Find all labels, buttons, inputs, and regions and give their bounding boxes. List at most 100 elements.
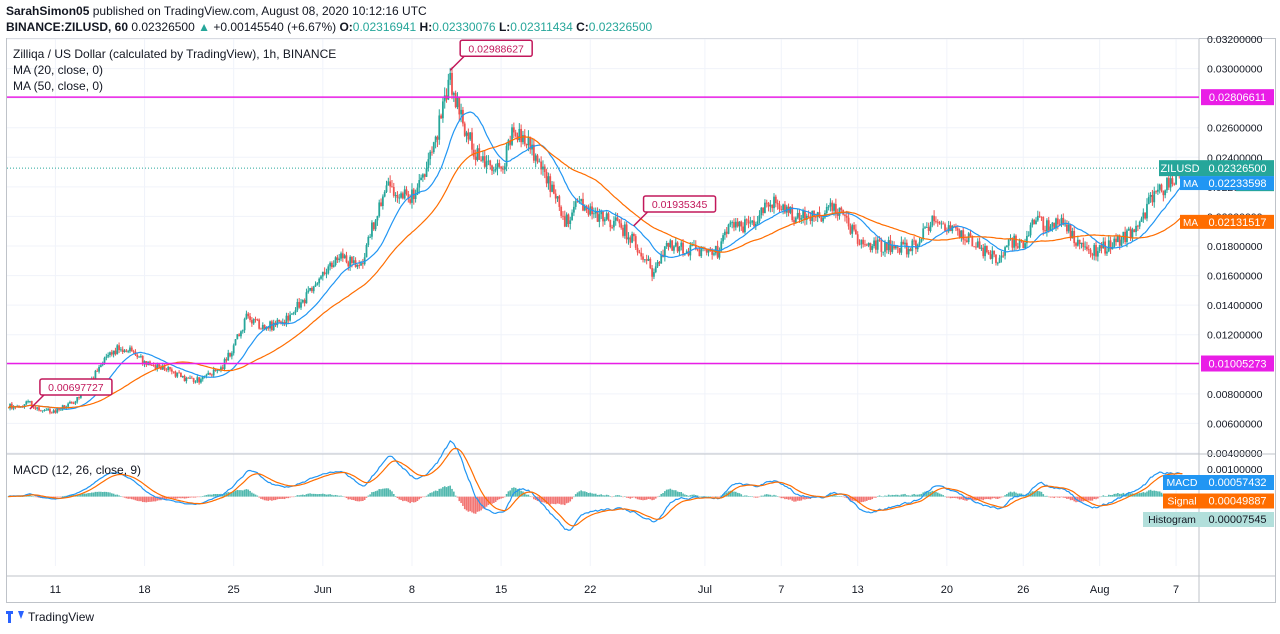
candle-body: [472, 149, 475, 157]
candle-body: [685, 251, 688, 254]
candle-body: [49, 408, 51, 413]
candle-body: [796, 212, 799, 218]
macd-legend[interactable]: MACD (12, 26, close, 9): [13, 463, 142, 477]
candle-body: [673, 246, 675, 251]
candle-body: [381, 196, 384, 207]
candle-body: [321, 271, 324, 277]
histogram-bar: [291, 496, 293, 498]
histogram-bar: [209, 494, 211, 497]
candle-body: [360, 263, 362, 266]
histogram-bar: [394, 496, 397, 497]
candle-body: [449, 72, 452, 80]
histogram-bar: [94, 491, 97, 497]
histogram-bar: [780, 496, 783, 499]
histogram-bar: [505, 493, 508, 497]
candle-body: [1020, 240, 1023, 242]
candle-body: [136, 354, 139, 358]
candle-body: [36, 407, 39, 409]
candle-body: [1093, 245, 1096, 256]
histogram-bar: [456, 496, 459, 498]
candle-body: [447, 79, 450, 100]
y-tick-label: 0.01800000: [1207, 241, 1263, 253]
histogram-bar: [378, 489, 381, 497]
candle-body: [392, 187, 395, 196]
ma-tag-name: MA: [1183, 179, 1198, 190]
histogram-bar: [141, 496, 144, 503]
histogram-bar: [454, 495, 457, 497]
histogram-bar: [636, 496, 639, 500]
histogram-bar: [860, 496, 863, 503]
histogram-bar: [1006, 494, 1008, 497]
candle-body: [1055, 218, 1057, 229]
histogram-bar: [52, 496, 55, 498]
candle-body: [154, 365, 157, 369]
histogram-bar: [1098, 496, 1101, 498]
candle-body: [52, 410, 55, 413]
histogram-bar: [584, 491, 586, 497]
histogram-bar: [449, 485, 451, 497]
candle-body: [236, 334, 239, 340]
histogram-bar: [1073, 496, 1075, 502]
histogram-bar: [143, 496, 146, 503]
candle-body: [973, 246, 976, 248]
candle-body: [1025, 236, 1028, 244]
histogram-bar: [189, 496, 191, 498]
histogram-bar: [27, 495, 29, 497]
histogram-bar: [907, 495, 910, 497]
histogram-bar: [971, 496, 974, 501]
candle-body: [47, 408, 50, 410]
histogram-bar: [598, 494, 601, 497]
candle-body: [1118, 235, 1121, 246]
histogram-bar: [1097, 496, 1099, 499]
candle-body: [643, 259, 646, 261]
candle-body: [776, 203, 779, 205]
histogram-bar: [120, 496, 122, 497]
ma-value-tag: [1201, 176, 1274, 191]
candle-body: [722, 235, 724, 242]
histogram-bar: [560, 496, 562, 505]
candle-body: [718, 250, 721, 258]
candle-body: [933, 215, 936, 222]
candle-body: [740, 221, 743, 227]
candle-body: [531, 144, 533, 150]
y-tick-label: 0.01600000: [1207, 271, 1263, 283]
histogram-bar: [638, 496, 641, 500]
histogram-bar: [616, 495, 619, 497]
ma50-legend[interactable]: MA (50, close, 0): [13, 79, 104, 93]
candle-body: [356, 265, 359, 267]
candle-body: [394, 195, 397, 196]
candle-body: [43, 409, 46, 411]
histogram-bar: [742, 495, 744, 497]
histogram-bar: [465, 496, 468, 511]
author-name[interactable]: SarahSimon05: [6, 4, 90, 18]
candle-body: [909, 248, 912, 252]
candle-body: [613, 220, 615, 228]
histogram-bar: [433, 491, 435, 497]
candle-body: [729, 222, 732, 225]
histogram-bar: [1126, 493, 1128, 497]
histogram-bar: [132, 496, 135, 500]
candle-body: [638, 252, 641, 254]
candle-body: [851, 225, 854, 234]
brand-name[interactable]: TradingView: [28, 610, 95, 624]
histogram-bar: [1018, 493, 1021, 497]
candle-body: [1126, 230, 1128, 243]
histogram-bar: [1144, 492, 1146, 497]
ma20-legend[interactable]: MA (20, close, 0): [13, 63, 104, 77]
candle-body: [160, 366, 162, 370]
candle-body: [965, 240, 968, 243]
histogram-bar: [916, 494, 919, 497]
candle-body: [1084, 246, 1087, 248]
candle-body: [411, 189, 413, 203]
histogram-bar: [269, 496, 271, 501]
candle-body: [443, 95, 446, 102]
candle-body: [440, 115, 442, 119]
histogram-bar: [451, 488, 453, 497]
symbol-info: BINANCE:ZILUSD, 60 0.02326500 ▲ +0.00145…: [6, 20, 652, 34]
histogram-bar: [534, 496, 537, 500]
candle-body: [878, 239, 881, 241]
candle-body: [556, 196, 559, 199]
candle-body: [947, 225, 950, 232]
histogram-bar: [58, 496, 60, 498]
